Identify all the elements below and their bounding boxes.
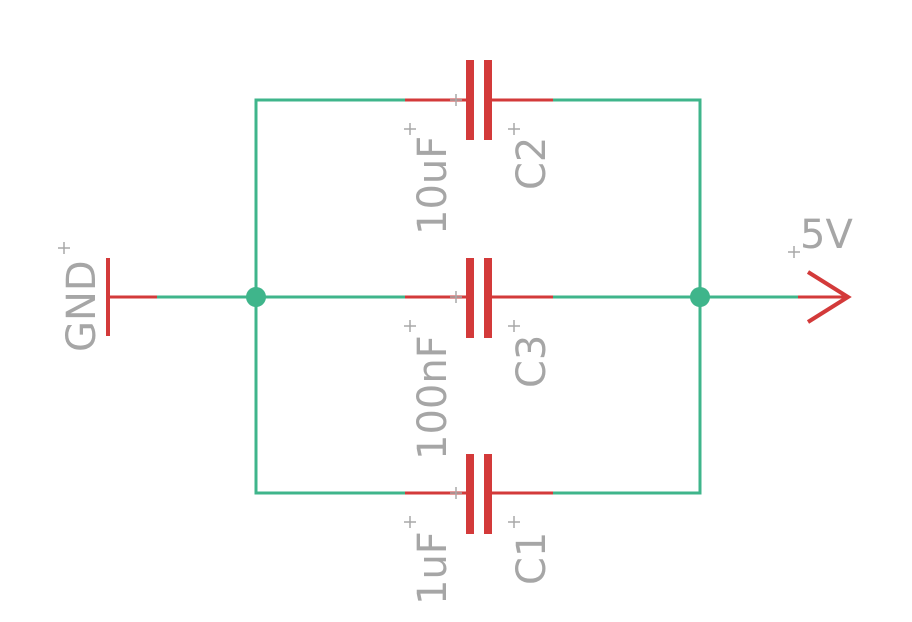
c3-origin-mark <box>450 291 462 303</box>
c2-name-origin <box>508 123 520 135</box>
wire-bottom-left[interactable] <box>256 297 405 493</box>
c2-name-label: C2 <box>509 137 555 190</box>
capacitor-c2[interactable] <box>405 60 553 140</box>
c2-origin-mark <box>450 94 462 106</box>
vcc-origin <box>788 246 800 258</box>
gnd-symbol[interactable] <box>108 258 157 336</box>
c1-value-label: 1uF <box>410 531 456 605</box>
wire-bottom-right[interactable] <box>553 297 700 493</box>
c2-value-origin <box>404 123 416 135</box>
c3-name-label: C3 <box>509 335 555 388</box>
c3-name-origin <box>508 320 520 332</box>
c3-value-origin <box>404 320 416 332</box>
c1-origin-mark <box>450 487 462 499</box>
vcc-symbol[interactable] <box>798 272 848 322</box>
c3-value-label: 100nF <box>410 335 456 460</box>
vcc-label: 5V <box>800 212 853 258</box>
gnd-label: GND <box>59 260 105 352</box>
c1-name-origin <box>508 516 520 528</box>
c1-value-origin <box>404 516 416 528</box>
c2-value-label: 10uF <box>410 136 456 235</box>
c1-name-label: C1 <box>509 532 555 585</box>
junction-right[interactable] <box>690 287 710 307</box>
capacitor-c1[interactable] <box>405 454 553 534</box>
junction-left[interactable] <box>246 287 266 307</box>
capacitor-c3[interactable] <box>405 258 553 338</box>
wire-top-left[interactable] <box>256 100 405 297</box>
wire-top-right[interactable] <box>553 100 700 297</box>
gnd-origin <box>58 242 70 254</box>
